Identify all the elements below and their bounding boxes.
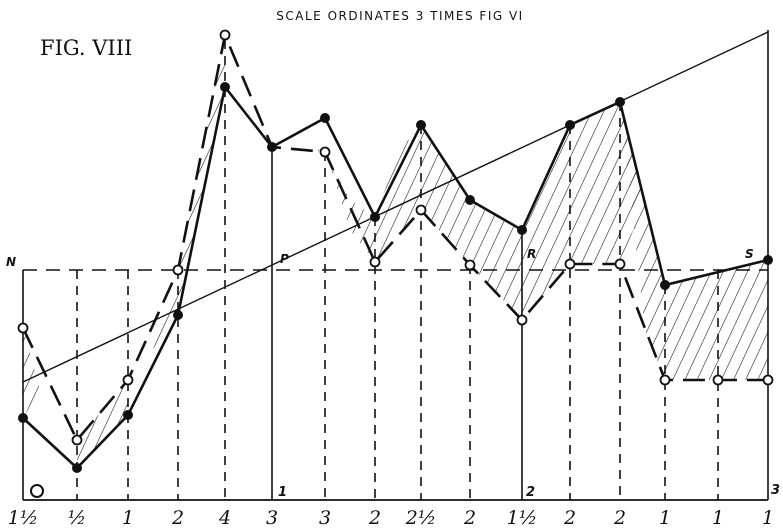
- point-label-r: R: [527, 247, 536, 261]
- bottom-labels: 1½ ½ 1 2 4 3 3 2 2½ 2 1½ 2 2 1 1 1: [8, 507, 774, 529]
- open-markers: [17, 29, 774, 446]
- bottom-label: 2: [563, 507, 576, 529]
- origin-marker: [30, 484, 44, 498]
- bottom-label: 1: [762, 507, 774, 529]
- bottom-label: 1: [122, 507, 134, 529]
- dashed-ordinates: [76, 40, 719, 500]
- hatched-regions: [23, 35, 768, 468]
- bottom-label: 2: [368, 507, 381, 529]
- point-label-s: S: [745, 247, 754, 261]
- bottom-label: 1: [712, 507, 724, 529]
- bottom-label: ½: [68, 507, 86, 529]
- bottom-label: 2: [171, 507, 184, 529]
- bottom-label: 3: [319, 507, 331, 529]
- dashed-curve: [21, 30, 768, 443]
- bottom-label: 2: [613, 507, 626, 529]
- figure-label: FIG. VIII: [40, 36, 132, 60]
- bottom-label: 1: [659, 507, 671, 529]
- trend-line: [22, 31, 769, 383]
- bottom-label: 2½: [405, 507, 437, 529]
- filled-markers: [18, 82, 773, 473]
- header-caption: SCALE ORDINATES 3 TIMES FIG VI: [276, 9, 523, 23]
- bottom-label: 4: [218, 507, 231, 529]
- point-label-n: N: [6, 255, 16, 269]
- bottom-label: 3: [266, 507, 278, 529]
- bottom-label: 1½: [8, 507, 39, 529]
- point-label-p: P: [280, 252, 289, 266]
- bottom-label: 2: [463, 507, 476, 529]
- bottom-label: 1½: [507, 507, 538, 529]
- axis-mark-1: 1: [278, 485, 287, 500]
- axis-mark-3: 3: [771, 483, 780, 498]
- axis-mark-2: 2: [526, 485, 535, 500]
